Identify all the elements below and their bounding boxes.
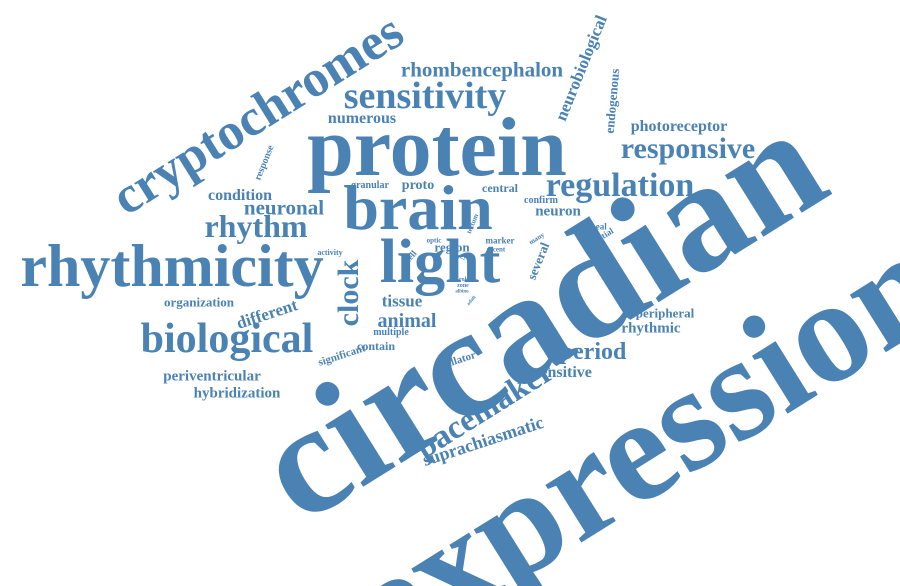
word-rhombencephalon: rhombencephalon — [400, 57, 564, 82]
word-condition: condition — [207, 187, 273, 204]
word-grey: grey — [453, 252, 467, 261]
word-numerous: numerous — [327, 110, 397, 127]
word-multiple: multiple — [373, 327, 409, 338]
word-organization: organization — [163, 294, 235, 310]
word-photoreceptor: photoreceptor — [630, 118, 728, 135]
word-endogenous: endogenous — [601, 67, 623, 135]
word-activity: activity — [317, 248, 343, 257]
word-neuronal: neuronal — [243, 195, 325, 220]
word-peripheral: peripheral — [635, 305, 695, 321]
word-albino: albino — [455, 289, 469, 295]
word-proto: proto — [401, 178, 435, 193]
word-light: light — [379, 228, 501, 296]
word-response: response — [252, 143, 277, 183]
word-contain: contain — [356, 339, 396, 353]
word-neuron: neuron — [535, 203, 581, 220]
word-clock: clock — [332, 259, 365, 327]
word-hybridization: hybridization — [193, 385, 281, 402]
word-animal: animal — [377, 310, 437, 332]
word-recent: recent — [486, 245, 506, 254]
word-responsive: responsive — [620, 132, 756, 165]
word-rhythmic: rhythmic — [621, 320, 681, 337]
word-rhythm: rhythm — [204, 208, 308, 244]
word-sensitive: sensitive — [534, 364, 592, 381]
word-protein: protein — [307, 101, 567, 194]
word-optic: optic — [426, 236, 442, 245]
word-regulation: regulation — [545, 167, 695, 204]
word-granular: granular — [351, 180, 389, 191]
word-pineal: pineal — [583, 221, 607, 232]
word-tissue: tissue — [381, 291, 423, 311]
word-rhythmicity: rhythmicity — [20, 233, 324, 299]
word-central: central — [482, 181, 518, 195]
word-region: region — [434, 239, 470, 255]
word-period: period — [559, 339, 627, 365]
word-role: role — [459, 277, 469, 283]
word-biological: biological — [140, 316, 314, 362]
word-confirm: confirm — [524, 195, 558, 206]
word-periventricular: periventricular — [163, 368, 261, 385]
word-zone: zone — [457, 283, 469, 289]
word-marker: marker — [485, 235, 515, 246]
word-sensitivity: sensitivity — [343, 75, 507, 117]
word-brain: brain — [343, 172, 493, 243]
